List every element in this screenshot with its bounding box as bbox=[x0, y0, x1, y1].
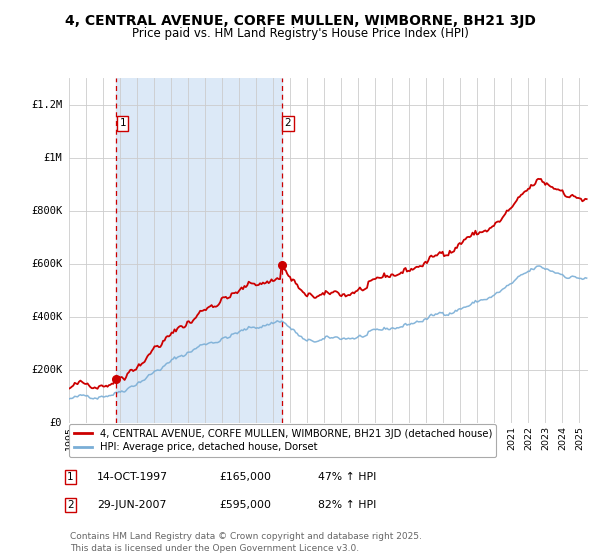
Text: 82% ↑ HPI: 82% ↑ HPI bbox=[318, 500, 376, 510]
Text: £800K: £800K bbox=[31, 206, 62, 216]
Text: Price paid vs. HM Land Registry's House Price Index (HPI): Price paid vs. HM Land Registry's House … bbox=[131, 27, 469, 40]
Text: 4, CENTRAL AVENUE, CORFE MULLEN, WIMBORNE, BH21 3JD: 4, CENTRAL AVENUE, CORFE MULLEN, WIMBORN… bbox=[65, 14, 535, 28]
Text: 47% ↑ HPI: 47% ↑ HPI bbox=[318, 472, 376, 482]
Text: £1M: £1M bbox=[44, 153, 62, 163]
Text: £0: £0 bbox=[50, 418, 62, 428]
Legend: 4, CENTRAL AVENUE, CORFE MULLEN, WIMBORNE, BH21 3JD (detached house), HPI: Avera: 4, CENTRAL AVENUE, CORFE MULLEN, WIMBORN… bbox=[69, 424, 496, 457]
Text: £400K: £400K bbox=[31, 312, 62, 322]
Text: £165,000: £165,000 bbox=[219, 472, 271, 482]
Bar bbox=[116, 78, 281, 423]
Text: 1: 1 bbox=[119, 118, 126, 128]
Text: £200K: £200K bbox=[31, 365, 62, 375]
Text: £600K: £600K bbox=[31, 259, 62, 269]
Text: 29-JUN-2007: 29-JUN-2007 bbox=[97, 500, 167, 510]
Text: Contains HM Land Registry data © Crown copyright and database right 2025.
This d: Contains HM Land Registry data © Crown c… bbox=[70, 533, 422, 553]
Text: 1: 1 bbox=[67, 472, 74, 482]
Text: 2: 2 bbox=[284, 118, 291, 128]
Text: 2: 2 bbox=[67, 500, 74, 510]
Text: £595,000: £595,000 bbox=[219, 500, 271, 510]
Text: £1.2M: £1.2M bbox=[31, 100, 62, 110]
Text: 14-OCT-1997: 14-OCT-1997 bbox=[97, 472, 168, 482]
